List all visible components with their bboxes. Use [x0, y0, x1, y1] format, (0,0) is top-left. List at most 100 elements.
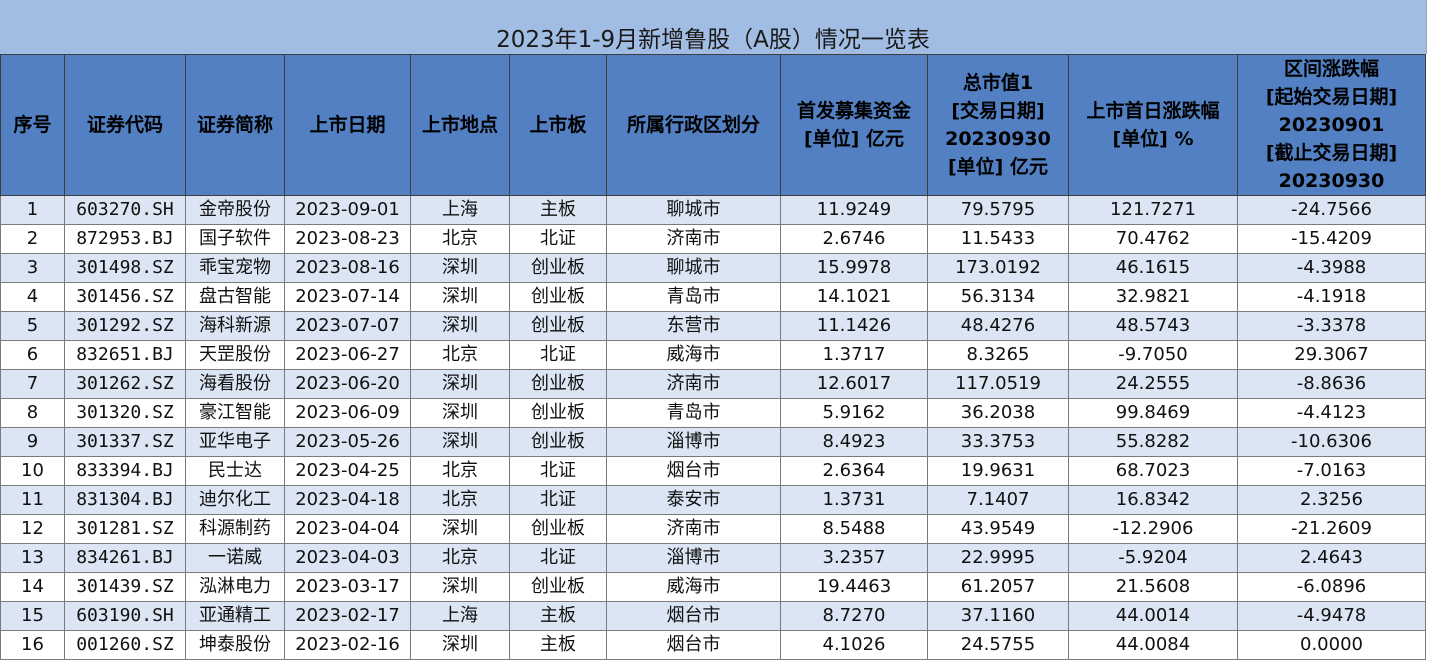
cell-venue[interactable]: 深圳	[410, 514, 510, 544]
cell-region[interactable]: 聊城市	[606, 253, 781, 283]
cell-firstday[interactable]: 121.7271	[1068, 195, 1238, 225]
cell-mktcap[interactable]: 117.0519	[927, 369, 1069, 399]
cell-seq[interactable]: 4	[0, 282, 65, 312]
cell-seq[interactable]: 6	[0, 340, 65, 370]
cell-venue[interactable]: 深圳	[410, 311, 510, 341]
cell-seq[interactable]: 5	[0, 311, 65, 341]
cell-code[interactable]: 301498.SZ	[64, 253, 186, 283]
cell-mktcap[interactable]: 8.3265	[927, 340, 1069, 370]
cell-funds[interactable]: 19.4463	[780, 572, 928, 602]
cell-venue[interactable]: 上海	[410, 601, 510, 631]
cell-venue[interactable]: 北京	[410, 543, 510, 573]
cell-date[interactable]: 2023-08-16	[284, 253, 411, 283]
cell-date[interactable]: 2023-04-25	[284, 456, 411, 486]
cell-venue[interactable]: 北京	[410, 485, 510, 515]
cell-mktcap[interactable]: 11.5433	[927, 224, 1069, 254]
cell-name[interactable]: 亚华电子	[185, 427, 285, 457]
cell-venue[interactable]: 深圳	[410, 369, 510, 399]
cell-code[interactable]: 301337.SZ	[64, 427, 186, 457]
cell-name[interactable]: 盘古智能	[185, 282, 285, 312]
cell-board[interactable]: 北证	[509, 485, 607, 515]
cell-date[interactable]: 2023-04-04	[284, 514, 411, 544]
cell-region[interactable]: 烟台市	[606, 456, 781, 486]
cell-name[interactable]: 一诺威	[185, 543, 285, 573]
cell-date[interactable]: 2023-06-20	[284, 369, 411, 399]
column-header[interactable]: 所属行政区划分	[606, 54, 781, 196]
cell-mktcap[interactable]: 37.1160	[927, 601, 1069, 631]
cell-board[interactable]: 北证	[509, 340, 607, 370]
cell-funds[interactable]: 8.7270	[780, 601, 928, 631]
cell-range[interactable]: -7.0163	[1237, 456, 1426, 486]
cell-date[interactable]: 2023-02-16	[284, 630, 411, 660]
cell-seq[interactable]: 12	[0, 514, 65, 544]
cell-code[interactable]: 603190.SH	[64, 601, 186, 631]
cell-mktcap[interactable]: 48.4276	[927, 311, 1069, 341]
cell-board[interactable]: 北证	[509, 224, 607, 254]
cell-seq[interactable]: 14	[0, 572, 65, 602]
cell-name[interactable]: 海科新源	[185, 311, 285, 341]
cell-board[interactable]: 创业板	[509, 282, 607, 312]
cell-board[interactable]: 主板	[509, 630, 607, 660]
cell-mktcap[interactable]: 33.3753	[927, 427, 1069, 457]
title-row[interactable]: 2023年1-9月新增鲁股（A股）情况一览表	[0, 0, 1427, 54]
cell-region[interactable]: 泰安市	[606, 485, 781, 515]
cell-code[interactable]: 301262.SZ	[64, 369, 186, 399]
cell-firstday[interactable]: 32.9821	[1068, 282, 1238, 312]
cell-mktcap[interactable]: 36.2038	[927, 398, 1069, 428]
cell-funds[interactable]: 15.9978	[780, 253, 928, 283]
column-header[interactable]: 证券简称	[185, 54, 285, 196]
cell-range[interactable]: -4.9478	[1237, 601, 1426, 631]
column-header[interactable]: 首发募集资金 [单位] 亿元	[780, 54, 928, 196]
cell-range[interactable]: -4.4123	[1237, 398, 1426, 428]
cell-range[interactable]: 2.4643	[1237, 543, 1426, 573]
cell-range[interactable]: 0.0000	[1237, 630, 1426, 660]
cell-code[interactable]: 831304.BJ	[64, 485, 186, 515]
cell-date[interactable]: 2023-07-14	[284, 282, 411, 312]
cell-seq[interactable]: 3	[0, 253, 65, 283]
cell-range[interactable]: -4.3988	[1237, 253, 1426, 283]
cell-region[interactable]: 济南市	[606, 514, 781, 544]
cell-funds[interactable]: 3.2357	[780, 543, 928, 573]
cell-firstday[interactable]: -5.9204	[1068, 543, 1238, 573]
cell-code[interactable]: 301456.SZ	[64, 282, 186, 312]
cell-range[interactable]: 29.3067	[1237, 340, 1426, 370]
cell-region[interactable]: 淄博市	[606, 543, 781, 573]
cell-venue[interactable]: 深圳	[410, 630, 510, 660]
cell-firstday[interactable]: 48.5743	[1068, 311, 1238, 341]
cell-seq[interactable]: 10	[0, 456, 65, 486]
cell-range[interactable]: -21.2609	[1237, 514, 1426, 544]
cell-firstday[interactable]: 70.4762	[1068, 224, 1238, 254]
cell-region[interactable]: 青岛市	[606, 398, 781, 428]
cell-firstday[interactable]: 68.7023	[1068, 456, 1238, 486]
cell-region[interactable]: 聊城市	[606, 195, 781, 225]
cell-funds[interactable]: 4.1026	[780, 630, 928, 660]
cell-code[interactable]: 301439.SZ	[64, 572, 186, 602]
cell-venue[interactable]: 深圳	[410, 427, 510, 457]
cell-funds[interactable]: 12.6017	[780, 369, 928, 399]
column-header[interactable]: 上市地点	[410, 54, 510, 196]
cell-funds[interactable]: 5.9162	[780, 398, 928, 428]
cell-name[interactable]: 金帝股份	[185, 195, 285, 225]
cell-region[interactable]: 青岛市	[606, 282, 781, 312]
cell-funds[interactable]: 11.1426	[780, 311, 928, 341]
cell-region[interactable]: 威海市	[606, 572, 781, 602]
cell-mktcap[interactable]: 7.1407	[927, 485, 1069, 515]
cell-firstday[interactable]: 21.5608	[1068, 572, 1238, 602]
cell-region[interactable]: 东营市	[606, 311, 781, 341]
cell-name[interactable]: 坤泰股份	[185, 630, 285, 660]
cell-venue[interactable]: 上海	[410, 195, 510, 225]
cell-board[interactable]: 创业板	[509, 572, 607, 602]
cell-venue[interactable]: 深圳	[410, 253, 510, 283]
cell-date[interactable]: 2023-06-09	[284, 398, 411, 428]
cell-date[interactable]: 2023-02-17	[284, 601, 411, 631]
cell-funds[interactable]: 2.6746	[780, 224, 928, 254]
cell-venue[interactable]: 北京	[410, 456, 510, 486]
cell-firstday[interactable]: 46.1615	[1068, 253, 1238, 283]
cell-firstday[interactable]: -9.7050	[1068, 340, 1238, 370]
cell-date[interactable]: 2023-05-26	[284, 427, 411, 457]
cell-seq[interactable]: 2	[0, 224, 65, 254]
cell-date[interactable]: 2023-04-03	[284, 543, 411, 573]
cell-board[interactable]: 主板	[509, 195, 607, 225]
cell-region[interactable]: 济南市	[606, 224, 781, 254]
cell-name[interactable]: 科源制药	[185, 514, 285, 544]
